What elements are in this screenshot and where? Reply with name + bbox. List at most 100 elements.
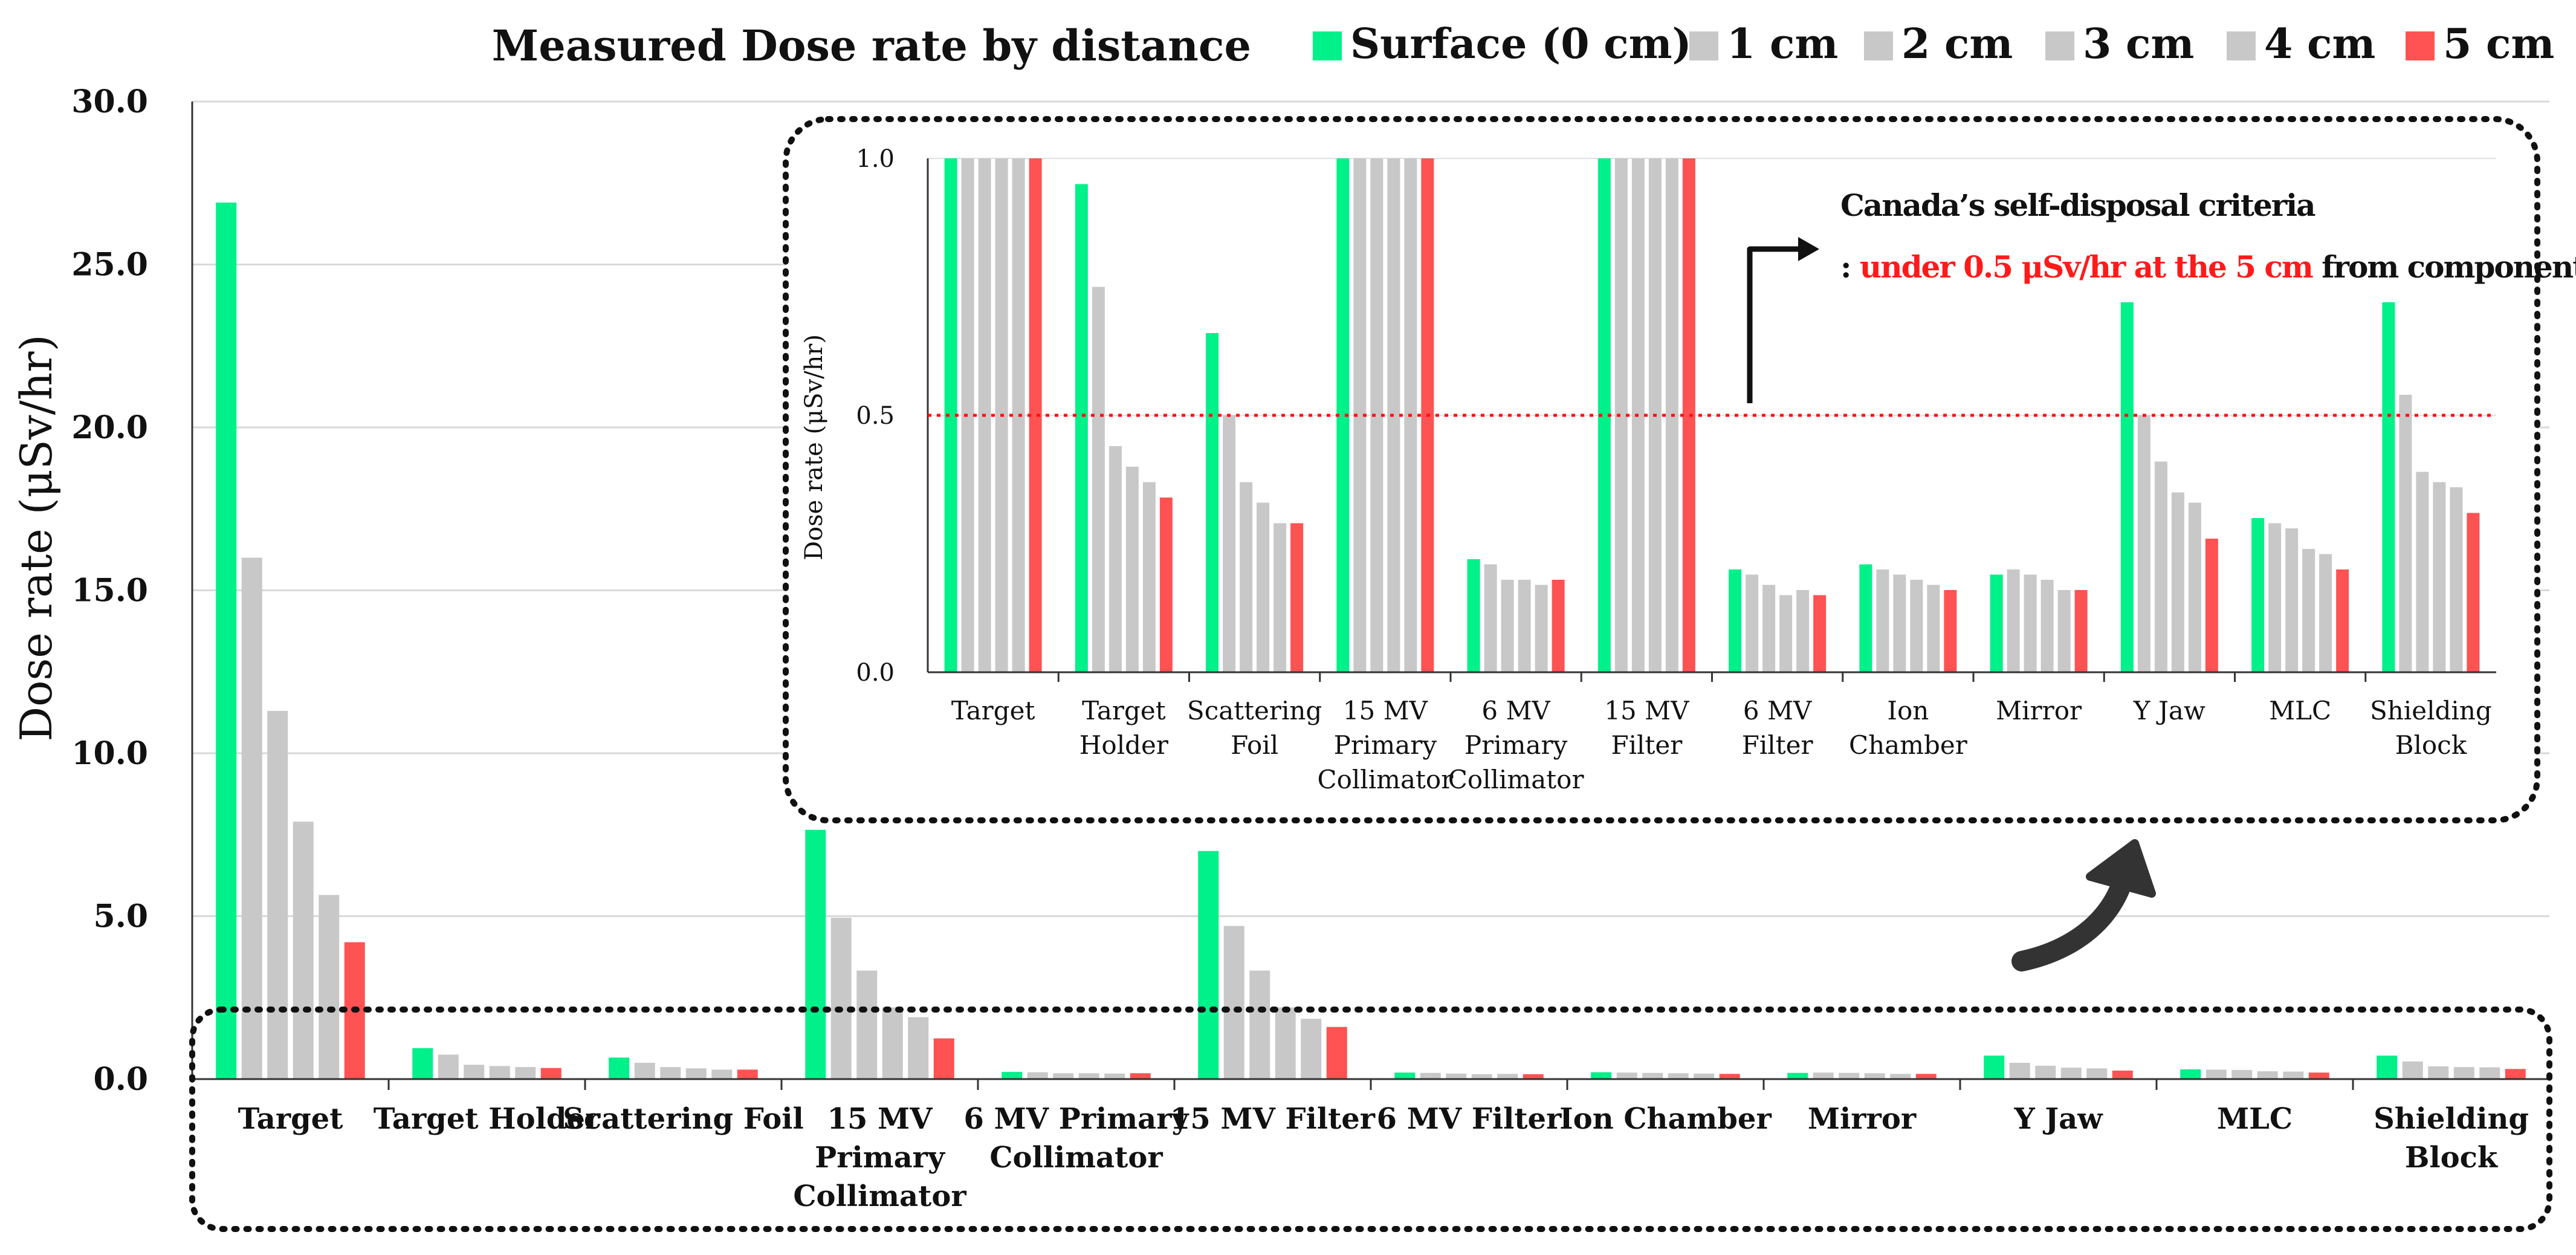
bar [1471, 1074, 1492, 1079]
x-tick-label: Target Holder [374, 1102, 601, 1136]
inset-x-tick-label: Target [1082, 696, 1166, 725]
inset-bar [1467, 559, 1480, 672]
x-tick-label: Mirror [1808, 1102, 1917, 1136]
inset-bar [2251, 518, 2265, 672]
bar [267, 710, 288, 1079]
bar [2086, 1068, 2108, 1079]
bar [1668, 1073, 1689, 1079]
inset-bar [2007, 569, 2020, 672]
inset-bar [2024, 574, 2037, 672]
bar [1813, 1072, 1834, 1079]
annotation-arrow-head [1798, 237, 1819, 261]
inset-x-tick-label: Mirror [1996, 696, 2082, 725]
inset-bar [2057, 590, 2071, 672]
inset-x-tick-label: Filter [1742, 730, 1814, 760]
bar [241, 557, 262, 1079]
chart-title: Measured Dose rate by distance [492, 21, 1251, 71]
y-tick-label: 5.0 [94, 898, 148, 935]
bar [464, 1065, 485, 1079]
y-axis-label: Dose rate (μSv/hr) [11, 334, 62, 741]
inset-x-tick-label: Block [2395, 730, 2467, 760]
annotation-prefix: : [1840, 249, 1860, 285]
inset-bar [961, 158, 974, 672]
inset-bar [2120, 302, 2134, 672]
inset-bar [1552, 580, 1565, 672]
inset-bar [1762, 585, 1776, 672]
bar [2060, 1068, 2082, 1079]
inset-bar [1257, 502, 1270, 672]
inset-x-tick-label: Ion [1887, 696, 1929, 725]
bar [2377, 1056, 2398, 1079]
bar [412, 1048, 433, 1079]
bar [2308, 1072, 2329, 1079]
bar [908, 1017, 929, 1079]
x-tick-label: Scattering Foil [563, 1102, 804, 1136]
inset-y-tick-label: 1.0 [856, 145, 895, 173]
inset-bar [1876, 569, 1889, 672]
y-tick-label: 15.0 [71, 572, 148, 609]
bar [2428, 1066, 2449, 1079]
inset-bar [1944, 590, 1957, 672]
inset-bar [1223, 415, 1236, 672]
bar [685, 1068, 707, 1079]
inset-bar [2399, 395, 2412, 672]
bar [2035, 1065, 2056, 1079]
bar [1301, 1019, 1322, 1079]
legend-label-3-cm: 3 cm [2083, 20, 2194, 68]
inset-bar [1075, 184, 1088, 672]
inset-bar [1779, 595, 1793, 672]
x-tick-label: Collimator [793, 1179, 966, 1213]
x-tick-label: 15 MV Filter [1170, 1102, 1376, 1136]
inset-bar [944, 158, 957, 672]
inset-x-tick-label: Chamber [1849, 730, 1968, 760]
legend-swatch-1-cm [1689, 31, 1718, 60]
inset-bar [1927, 585, 1940, 672]
inset-x-tick-label: Collimator [1448, 765, 1585, 794]
legend-swatch-4-cm [2227, 31, 2256, 60]
inset-bar [2336, 569, 2349, 672]
inset-bar [1746, 574, 1759, 672]
bar [711, 1069, 733, 1079]
legend-label-surface-0-cm: Surface (0 cm) [1350, 20, 1692, 68]
bar [660, 1067, 681, 1079]
annotation-highlight: under 0.5 μSv/hr at the 5 cm [1860, 249, 2313, 285]
x-tick-label: 6 MV Primary [964, 1102, 1190, 1136]
bar [2283, 1071, 2304, 1079]
bar [882, 1007, 903, 1079]
inset-x-tick-label: Filter [1611, 730, 1683, 760]
bar [1394, 1072, 1416, 1079]
inset-bar [1092, 287, 1105, 672]
bar [1864, 1073, 1885, 1079]
bar [2479, 1067, 2500, 1079]
x-tick-label: 6 MV Filter [1377, 1102, 1562, 1136]
inset-x-tick-label: Scattering [1187, 696, 1322, 725]
x-tick-label: Shielding [2374, 1102, 2529, 1136]
y-tick-label: 25.0 [71, 247, 148, 284]
y-tick-labels: 0.0 5.0 10.0 15.0 20.0 25.0 30.0 [71, 83, 148, 1098]
legend-swatch-surface-0-cm [1313, 31, 1342, 60]
inset-bar [1484, 564, 1497, 672]
inset-x-tick-label: 6 MV [1743, 696, 1812, 725]
bar [1719, 1074, 1740, 1079]
legend-label-2-cm: 2 cm [1901, 20, 2013, 68]
inset-y-tick-label: 0.5 [856, 402, 895, 430]
bar [1198, 851, 1219, 1079]
bar [933, 1038, 954, 1079]
inset-y-axis-label: Dose rate (μSv/hr) [800, 334, 828, 560]
x-tick-label: MLC [2217, 1102, 2293, 1136]
inset-x-tick-label: 15 MV [1604, 696, 1689, 725]
inset-bar [1729, 569, 1742, 672]
inset-x-tick-label: Foil [1231, 730, 1278, 760]
inset-bar [2040, 580, 2054, 672]
x-tick-label: Block [2405, 1141, 2499, 1175]
inset-bar [1273, 523, 1287, 672]
inset-bar [1125, 467, 1139, 672]
legend-label-1-cm: 1 cm [1727, 20, 1838, 68]
bar [1130, 1073, 1151, 1079]
inset-bar [1535, 585, 1548, 672]
bar [1694, 1073, 1715, 1079]
bar [1223, 926, 1244, 1079]
main-bars [216, 203, 2526, 1080]
inset-bar [1353, 158, 1367, 672]
